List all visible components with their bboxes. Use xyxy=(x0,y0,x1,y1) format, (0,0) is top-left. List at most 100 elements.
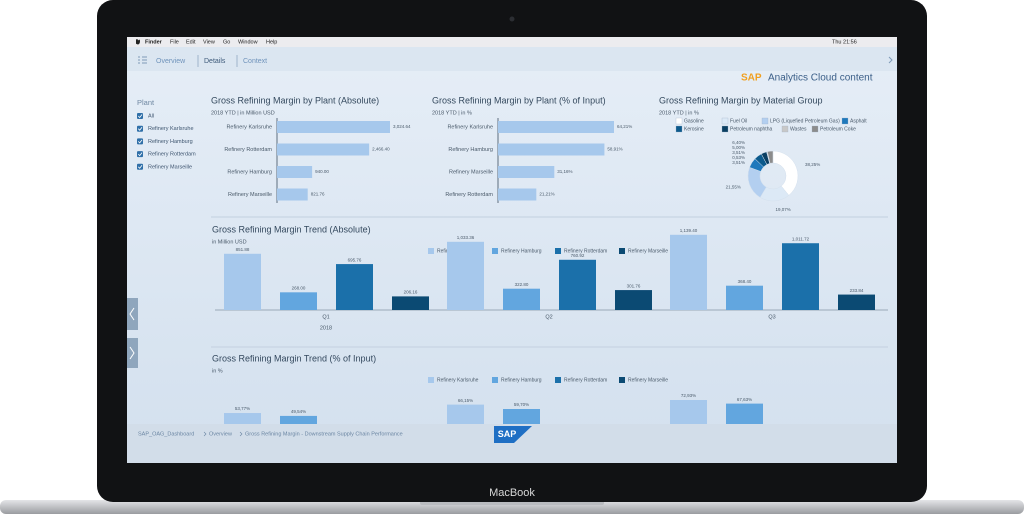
device-label: MacBook xyxy=(489,487,535,499)
legend-swatch xyxy=(781,125,789,133)
bar xyxy=(336,264,373,310)
tab[interactable]: Details xyxy=(204,58,226,65)
filter-option[interactable]: Refinery Karlsruhe xyxy=(148,126,194,132)
bar xyxy=(498,166,555,178)
menu-item[interactable]: Edit xyxy=(186,39,196,45)
breadcrumb[interactable]: SAP_OAG_Dashboard xyxy=(138,431,194,437)
laptop-base xyxy=(0,500,1024,514)
value-label: 53,77% xyxy=(235,406,250,411)
value-label: 72,93% xyxy=(681,393,696,398)
legend-swatch xyxy=(721,117,729,125)
slice-label: 0,53% xyxy=(732,155,745,160)
chart-subtitle: 2018 YTD | in % xyxy=(659,110,699,116)
bar xyxy=(280,415,317,424)
legend-swatch xyxy=(428,377,434,383)
bar xyxy=(224,253,261,310)
value-label: 59,70% xyxy=(514,402,529,407)
checkbox[interactable] xyxy=(137,125,143,132)
chart-title: Gross Refining Margin by Plant (% of Inp… xyxy=(432,95,606,105)
x-tick-label: Q3 xyxy=(768,314,775,320)
checkbox[interactable] xyxy=(137,163,143,170)
side-tab-right[interactable] xyxy=(127,338,138,368)
filter-option[interactable]: Refinery Rotterdam xyxy=(148,152,196,158)
legend-swatch xyxy=(761,117,769,125)
bar xyxy=(498,143,605,156)
checkmark xyxy=(138,139,143,144)
value-label: 268.00 xyxy=(292,285,306,290)
bar xyxy=(498,188,537,201)
footer-logo: SAP xyxy=(498,429,517,439)
tab[interactable]: Context xyxy=(243,58,267,65)
legend-swatch xyxy=(675,125,683,133)
menu-icon[interactable] xyxy=(138,56,147,64)
slice-label: 5,00% xyxy=(732,145,745,150)
toolbar xyxy=(127,47,897,71)
value-label: 64,21% xyxy=(617,124,632,129)
value-label: 940.00 xyxy=(315,169,329,174)
chart-subtitle: 2018 YTD | in % xyxy=(432,110,472,116)
menu-item[interactable]: View xyxy=(203,39,215,45)
legend-swatch xyxy=(555,248,561,254)
breadcrumb[interactable]: Overview xyxy=(209,431,232,437)
panel-separators xyxy=(211,216,888,348)
value-label: 66,15% xyxy=(458,398,473,403)
period-label: 2018 xyxy=(320,325,332,331)
value-label: 206.16 xyxy=(404,290,418,295)
legend-label: Refinery Karlsruhe xyxy=(437,377,479,383)
menu-item[interactable]: Finder xyxy=(145,39,163,45)
category-label: Refinery Marseille xyxy=(228,192,272,198)
legend-swatch xyxy=(492,377,498,383)
plot: 53,77% 66,15% 72,93% 49,54% 59,70% 67,63% xyxy=(224,393,763,424)
side-tab-left[interactable] xyxy=(127,298,138,330)
chart-title: Gross Refining Margin by Plant (Absolute… xyxy=(211,95,379,105)
checkbox[interactable] xyxy=(137,113,143,119)
filter-option[interactable]: Refinery Hamburg xyxy=(148,139,193,145)
legend-label: Fuel Oil xyxy=(730,118,747,124)
legend-label: Wastes xyxy=(790,126,807,132)
apple-logo xyxy=(136,39,140,45)
tab[interactable]: Overview xyxy=(156,58,186,65)
menu-item[interactable]: Help xyxy=(266,39,277,45)
value-label: 21,21% xyxy=(539,192,554,197)
checkbox[interactable] xyxy=(137,151,143,158)
category-label: Refinery Hamburg xyxy=(227,169,272,175)
slice-label: 38,25% xyxy=(805,162,820,167)
brand: SAP xyxy=(741,73,762,84)
bar xyxy=(838,294,875,310)
side-tab-right-arrow xyxy=(129,346,135,360)
breadcrumb[interactable]: Gross Refining Margin - Downstream Suppl… xyxy=(245,431,403,437)
toolbar-next[interactable] xyxy=(888,56,893,64)
menu-item[interactable]: Window xyxy=(238,39,258,45)
category-label: Refinery Hamburg xyxy=(448,147,493,153)
value-label: 695.76 xyxy=(348,257,362,262)
chart-subtitle: 2018 YTD | in Million USD xyxy=(211,110,275,116)
legend-label: Gasoline xyxy=(684,118,704,124)
filter-option[interactable]: All xyxy=(148,113,154,119)
legend-label: Asphalt xyxy=(850,118,867,124)
legend-swatch xyxy=(811,125,819,133)
bar xyxy=(277,121,390,133)
bar xyxy=(277,188,308,201)
value-label: 322.80 xyxy=(515,282,529,287)
value-label: 760.92 xyxy=(571,253,585,258)
footer-logo-shape xyxy=(494,426,532,443)
bar xyxy=(503,409,540,424)
menu-item[interactable]: File xyxy=(170,39,179,45)
value-label: 821.76 xyxy=(311,192,325,197)
menu-item[interactable]: Go xyxy=(223,39,230,45)
checkbox[interactable] xyxy=(137,138,143,145)
legend-label: Refinery Marseille xyxy=(628,377,668,383)
bar xyxy=(277,143,370,156)
filter-option[interactable]: Refinery Marseille xyxy=(148,164,192,170)
category-label: Refinery Karlsruhe xyxy=(447,124,493,130)
slice-label: 19,07% xyxy=(775,207,790,212)
legend-label: Refinery Rotterdam xyxy=(564,377,607,383)
x-tick-label: Q1 xyxy=(322,314,329,320)
breadcrumb-separator xyxy=(203,431,207,437)
bar xyxy=(224,413,261,424)
filter-title: Plant xyxy=(137,98,155,107)
bar xyxy=(447,404,484,424)
bar xyxy=(277,166,313,178)
slice-label: 6,40% xyxy=(732,140,745,145)
